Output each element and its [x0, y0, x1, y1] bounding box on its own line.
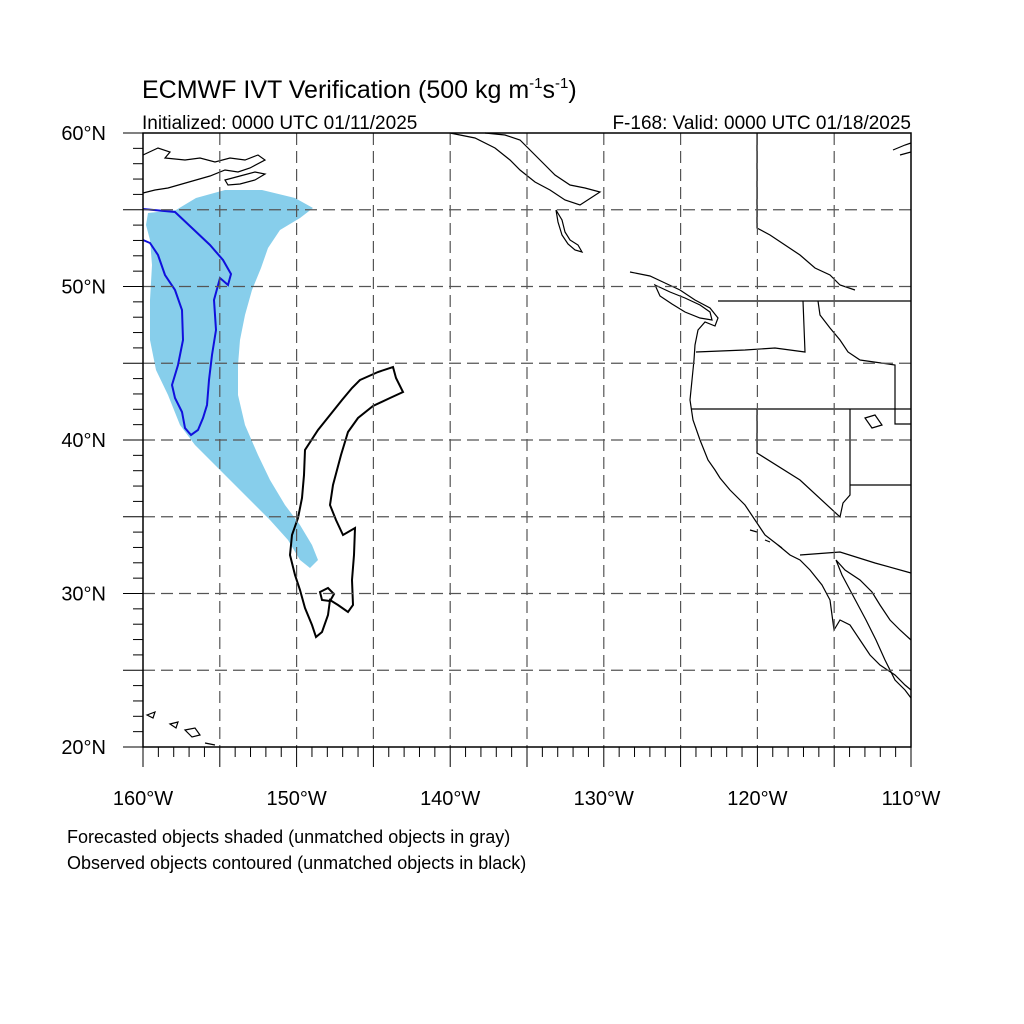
lat-tick-label: 50°N	[61, 277, 106, 299]
alaska-islands	[224, 171, 267, 186]
lon-tick-label: 160°W	[113, 788, 173, 810]
us-mexico-border	[799, 551, 912, 574]
state-border-ca-nv	[756, 409, 851, 519]
west-coast	[629, 271, 912, 691]
valid-time-label: F-168: Valid: 0000 UTC 01/18/2025	[612, 113, 911, 134]
lon-tick-label: 140°W	[420, 788, 480, 810]
alaska-border	[892, 142, 912, 156]
footnote-observed: Observed objects contoured (unmatched ob…	[67, 853, 526, 873]
bc-inland-border	[756, 133, 856, 291]
lon-tick-label: 130°W	[574, 788, 634, 810]
matched-observed-contour	[142, 208, 233, 437]
hawaii-islands	[145, 710, 216, 746]
footnote-forecast: Forecasted objects shaded (unmatched obj…	[67, 827, 510, 847]
forecast-ivt-object	[146, 190, 318, 568]
great-salt-lake	[864, 414, 883, 429]
channel-islands	[749, 529, 783, 549]
coastlines	[142, 132, 912, 746]
lon-tick-label: 120°W	[727, 788, 787, 810]
state-border-id	[817, 300, 911, 425]
haida-gwaii	[555, 209, 584, 253]
lat-tick-label: 60°N	[61, 123, 106, 145]
lat-tick-label: 20°N	[61, 737, 106, 759]
unmatched-contour-hole	[318, 586, 336, 603]
lon-tick-label: 150°W	[266, 788, 326, 810]
lat-tick-label: 40°N	[61, 430, 106, 452]
unmatched-observed-contour	[288, 365, 405, 639]
axis-labels: 160°W 150°W 140°W 130°W 120°W 110°W 60°N 50°N 40…	[61, 123, 940, 810]
se-alaska-coast	[449, 132, 602, 206]
lon-tick-label: 110°W	[882, 788, 941, 810]
lat-lon-grid	[143, 133, 911, 747]
lat-tick-label: 30°N	[61, 584, 106, 606]
init-time-label: Initialized: 0000 UTC 01/11/2025	[142, 113, 417, 134]
state-border-wa-or	[695, 300, 806, 353]
figure-title: ECMWF IVT Verification (500 kg m-1s-1)	[142, 75, 577, 104]
aleutian-coast	[142, 147, 267, 194]
map-panel	[142, 132, 912, 748]
baja-peninsula	[835, 559, 912, 699]
